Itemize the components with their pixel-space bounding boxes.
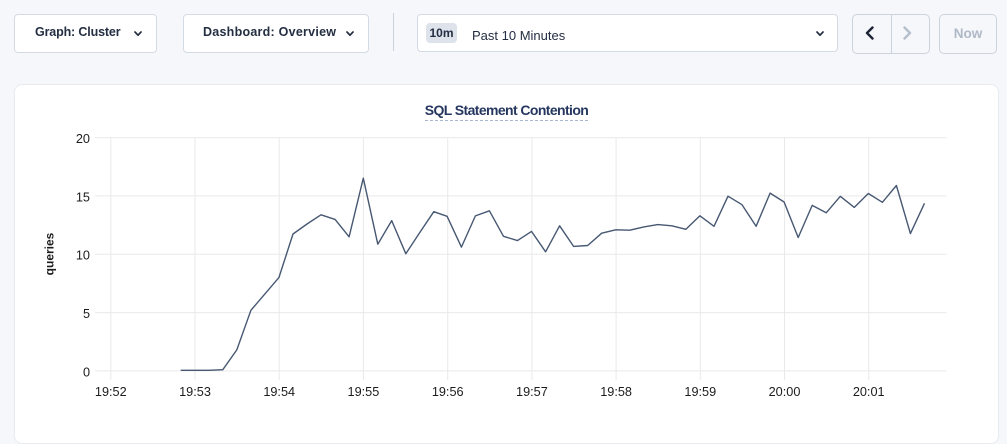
svg-text:20:00: 20:00	[769, 385, 801, 399]
svg-text:19:52: 19:52	[95, 385, 127, 399]
svg-text:19:56: 19:56	[432, 385, 464, 399]
svg-text:15: 15	[76, 190, 90, 204]
svg-text:19:57: 19:57	[516, 385, 548, 399]
svg-text:19:58: 19:58	[600, 385, 632, 399]
svg-text:10: 10	[76, 249, 90, 263]
svg-text:20:01: 20:01	[853, 385, 885, 399]
svg-text:19:54: 19:54	[263, 385, 295, 399]
svg-text:0: 0	[83, 365, 90, 379]
svg-text:19:59: 19:59	[684, 385, 716, 399]
svg-text:19:53: 19:53	[179, 385, 211, 399]
svg-text:queries: queries	[43, 232, 57, 275]
svg-text:20: 20	[76, 132, 90, 146]
svg-text:5: 5	[83, 307, 90, 321]
svg-text:19:55: 19:55	[348, 385, 380, 399]
